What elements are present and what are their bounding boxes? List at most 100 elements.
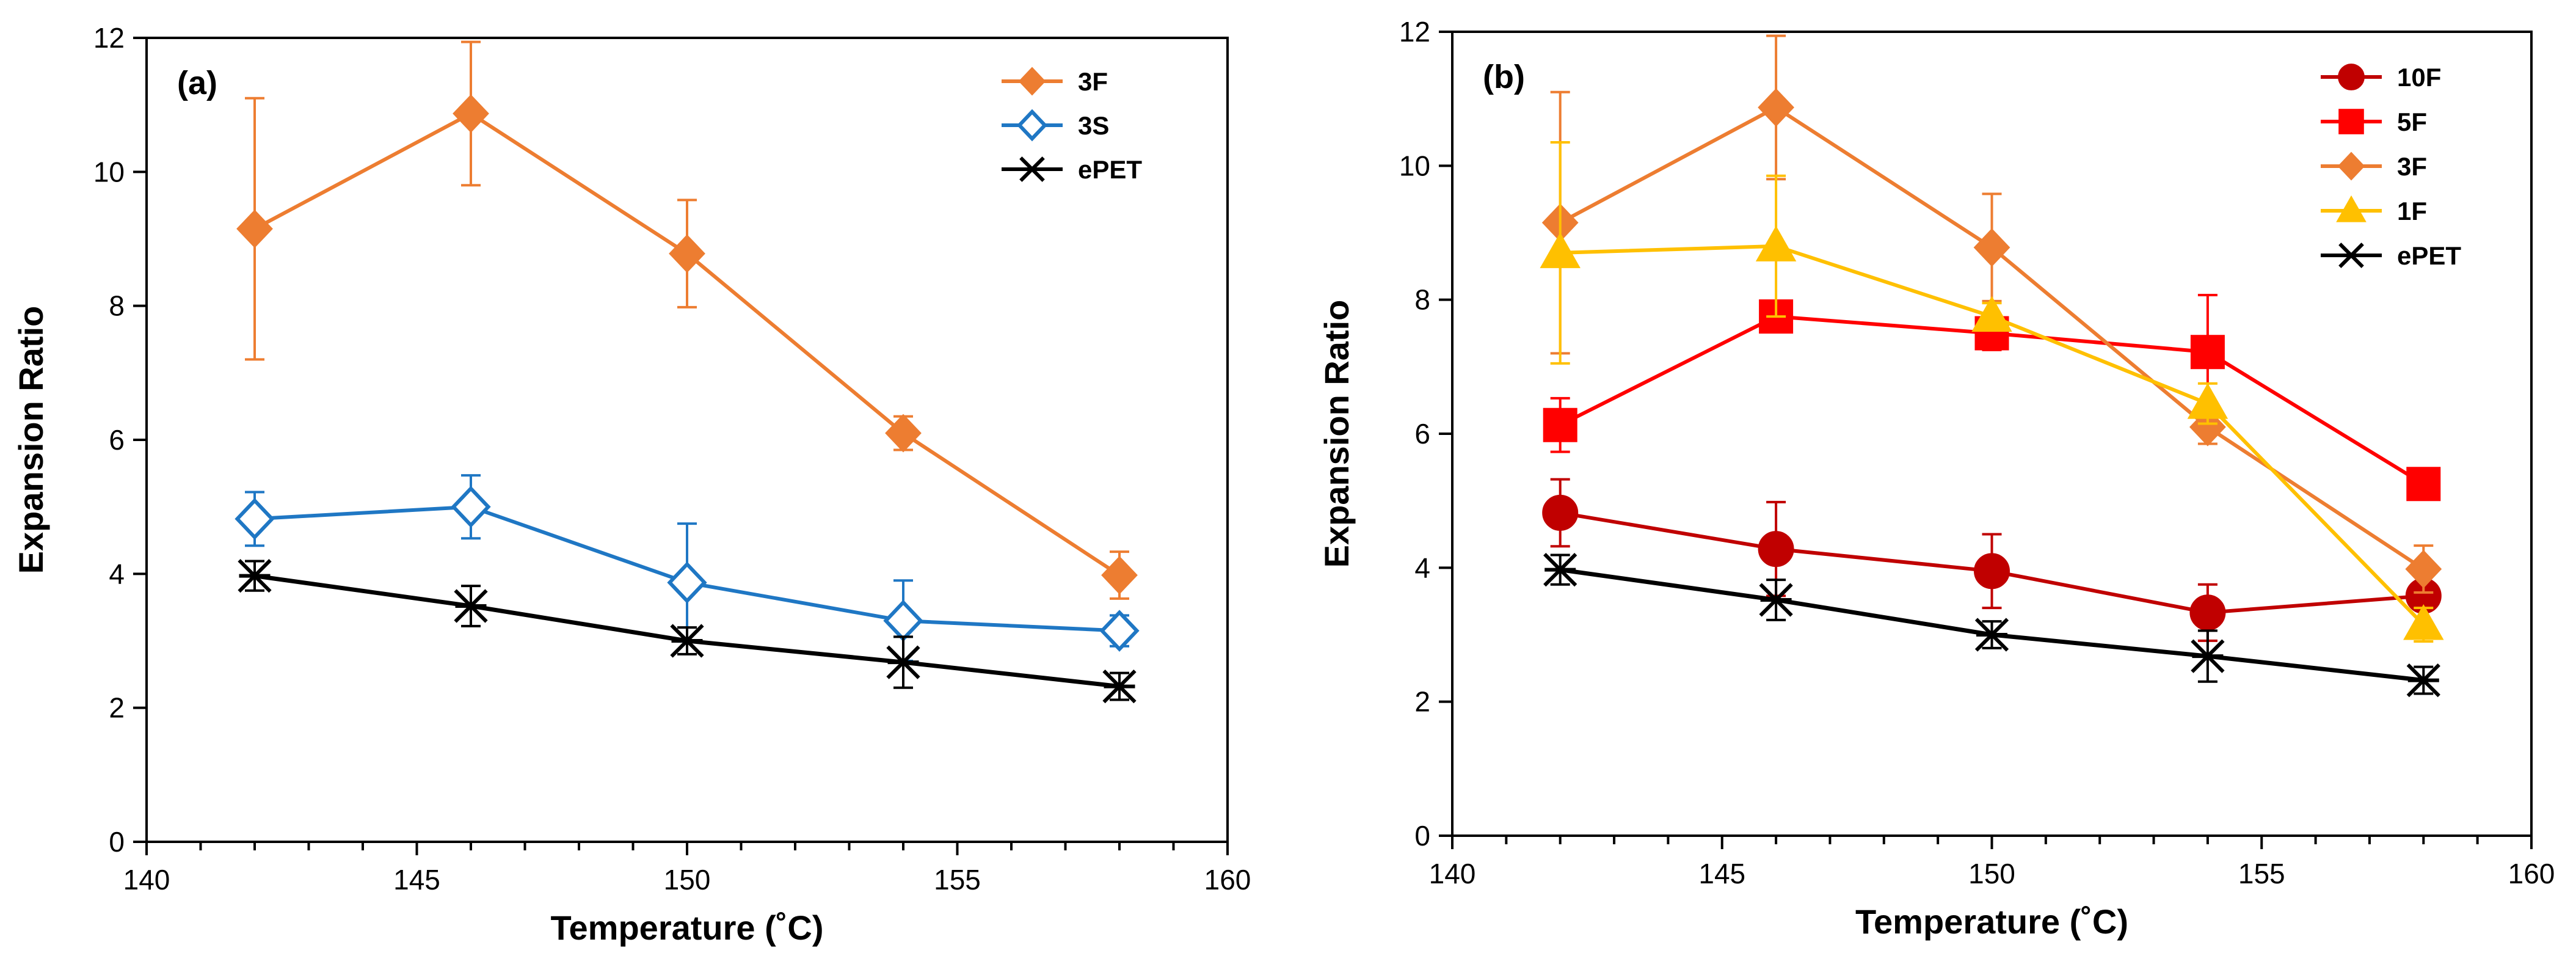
x-tick-label: 150 [664, 864, 711, 896]
x-tick-label: 140 [1429, 858, 1476, 889]
legend-marker [2336, 195, 2367, 222]
y-tick-label: 6 [1414, 418, 1430, 450]
plot-frame [1451, 31, 2533, 837]
y-tick-label: 12 [1399, 16, 1430, 48]
data-point [2403, 604, 2444, 640]
data-point [1543, 553, 1577, 587]
x-axis-title: Temperature (˚C) [1855, 902, 2128, 941]
legend-label: ePET [2397, 241, 2461, 270]
x-tick-label: 150 [1968, 858, 2015, 889]
x-tick-label: 160 [2508, 858, 2555, 889]
x-tick-label: 145 [393, 864, 440, 896]
data-point [454, 589, 488, 623]
legend-label: ePET [1078, 155, 1142, 184]
data-point [1758, 88, 1794, 127]
data-point [2187, 383, 2229, 419]
chart-panel-a: 140 145 150 155 160 0 2 4 6 8 10 12 Temperature (˚C)… [12, 22, 1251, 947]
legend-marker [2338, 243, 2364, 268]
x-tick-label: 155 [934, 864, 981, 896]
legend-item-epet: ePET [2321, 241, 2461, 270]
y-tick-label: 10 [1399, 150, 1430, 181]
legend-marker [2338, 109, 2364, 134]
legend-marker [1018, 67, 1046, 96]
x-tick-label: 155 [2238, 858, 2285, 889]
y-axis-title: Expansion Ratio [12, 306, 50, 574]
legend-item-10f: 10F [2321, 63, 2441, 92]
data-point [2406, 663, 2440, 698]
data-point [669, 234, 705, 273]
legend-marker [1019, 156, 1045, 182]
data-point [1758, 531, 1794, 568]
data-point [236, 210, 273, 249]
data-point [1542, 494, 1579, 531]
y-tick-label: 4 [109, 558, 125, 590]
y-tick-label: 0 [109, 826, 125, 858]
data-point [1540, 232, 1581, 268]
y-axis-title: Expansion Ratio [1317, 300, 1356, 568]
legend-item-3f: 3F [1002, 67, 1108, 96]
series-epet [238, 559, 1137, 704]
data-point [1755, 225, 1797, 261]
panel-label: (a) [177, 65, 217, 101]
x-tick-label: 140 [123, 864, 170, 896]
data-point [885, 414, 922, 453]
panel-label: (b) [1483, 59, 1525, 95]
legend-marker [1016, 109, 1048, 142]
series-epet [1543, 553, 2440, 698]
data-point [1973, 228, 2010, 267]
data-point [2405, 550, 2442, 588]
legend-label: 5F [2397, 108, 2427, 136]
data-point [667, 561, 707, 604]
plot-frame [145, 37, 1229, 843]
legend-label: 10F [2397, 63, 2441, 92]
y-tick-label: 8 [1414, 284, 1430, 316]
chart-panel-b: 140 145 150 155 160 0 2 4 6 8 10 12 Temperature (˚C)… [1317, 16, 2555, 941]
x-axis-title: Temperature (˚C) [550, 908, 823, 947]
y-tick-label: 4 [1414, 552, 1430, 583]
y-tick-label: 10 [93, 156, 125, 188]
data-point [235, 498, 275, 540]
legend-item-1f: 1F [2321, 195, 2427, 225]
legend-item-3s: 3S [1002, 109, 1109, 142]
legend: 10F 5F 3F 1F ePET [2321, 63, 2461, 270]
series-5f [1543, 293, 2441, 502]
data-point [670, 624, 704, 658]
legend-label: 1F [2397, 197, 2427, 225]
x-tick-label: 160 [1204, 864, 1251, 896]
data-point [2190, 335, 2225, 370]
series-1f [1540, 141, 2444, 643]
data-point [238, 559, 272, 593]
data-point [1102, 669, 1137, 704]
y-tick-label: 12 [93, 22, 125, 54]
legend-marker [2338, 64, 2365, 90]
data-point [1974, 618, 2009, 652]
legend-label: 3S [1078, 111, 1109, 140]
data-point [2406, 467, 2441, 502]
data-point [1101, 556, 1138, 594]
data-point [886, 645, 920, 679]
legend-item-3f: 3F [2321, 152, 2427, 181]
y-tick-label: 0 [1414, 820, 1430, 852]
legend: 3F 3S ePET [1002, 67, 1142, 184]
y-tick-label: 6 [109, 424, 125, 456]
data-point [2191, 639, 2225, 673]
data-point [1759, 583, 1793, 617]
y-tick-label: 8 [109, 290, 125, 322]
data-point [1543, 407, 1577, 442]
y-tick-label: 2 [109, 692, 125, 724]
data-point [1099, 610, 1140, 652]
data-point [2189, 594, 2226, 631]
legend-label: 3F [2397, 152, 2427, 181]
series-10f [1542, 478, 2442, 642]
legend-item-epet: ePET [1002, 155, 1142, 184]
series-3f [236, 40, 1138, 600]
legend-item-5f: 5F [2321, 108, 2427, 136]
data-point [453, 94, 489, 133]
data-point [883, 599, 923, 642]
legend-marker [2337, 152, 2365, 181]
y-tick-label: 2 [1414, 686, 1430, 718]
data-point [1974, 553, 2010, 590]
data-point [1971, 296, 2012, 332]
data-point [451, 486, 491, 528]
